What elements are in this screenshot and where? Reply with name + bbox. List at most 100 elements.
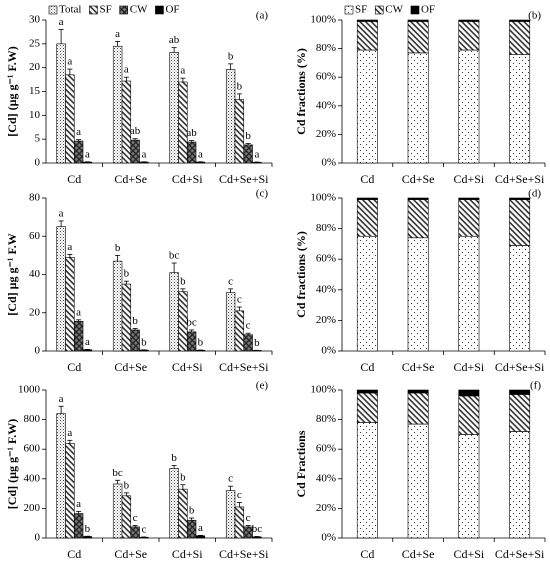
x-tick-label: Cd+Se <box>402 360 435 374</box>
bar-segment <box>509 199 531 246</box>
bar <box>225 490 236 539</box>
x-tick-label: Cd <box>360 547 374 561</box>
bar-segment <box>509 389 531 395</box>
y-tick-label: 5 <box>35 133 41 145</box>
significance-label: b <box>180 275 186 287</box>
significance-label: c <box>237 294 242 306</box>
bar-segment <box>356 21 378 51</box>
significance-label: b <box>180 471 186 483</box>
significance-label: bc <box>186 316 197 328</box>
bar <box>234 99 245 164</box>
significance-label: b <box>198 337 204 349</box>
y-axis-label: [Cd] (µg g⁻¹ F.W) <box>5 46 19 136</box>
legend-swatch <box>89 5 98 15</box>
y-axis-label: [Cd] µg g⁻¹ F.W <box>5 233 19 315</box>
y-tick-label: 20 <box>29 61 41 73</box>
bar-segment <box>407 52 429 164</box>
y-tick-label: 40 <box>29 268 41 280</box>
y-tick-label: 40% <box>316 472 336 484</box>
legend-swatch <box>344 5 354 15</box>
bar-segment <box>509 431 531 539</box>
significance-label: bc <box>169 250 180 262</box>
bar <box>82 536 93 539</box>
x-tick-label: Cd <box>67 360 81 374</box>
significance-label: b <box>115 242 121 254</box>
significance-label: a <box>198 148 203 160</box>
legend-swatch <box>374 5 384 15</box>
significance-label: a <box>67 427 72 439</box>
significance-label: a <box>59 16 64 28</box>
bar-segment <box>407 423 429 539</box>
y-tick-label: 80% <box>316 42 336 54</box>
bar <box>195 535 206 539</box>
bar-segment <box>356 389 378 394</box>
legend-swatch <box>155 5 164 15</box>
y-tick-label: 1000 <box>18 384 41 396</box>
y-tick-label: 80% <box>316 413 336 425</box>
x-tick-label: Cd <box>360 360 374 374</box>
x-tick-label: Cd+Se+Si <box>219 547 269 561</box>
y-tick-label: 600 <box>24 443 41 455</box>
significance-label: a <box>198 522 203 534</box>
significance-label: b <box>124 268 130 280</box>
y-axis-label: Cd fractions (%) <box>294 231 308 318</box>
legend-label: OF <box>165 4 179 16</box>
significance-label: a <box>76 306 81 318</box>
y-tick-label: 100% <box>310 384 336 396</box>
legend-label: SF <box>355 4 367 16</box>
y-tick-label: 20% <box>316 314 336 326</box>
bar <box>169 468 179 539</box>
significance-label: c <box>246 512 251 524</box>
bar-segment <box>458 21 480 51</box>
bar <box>252 536 262 539</box>
bar <box>243 334 253 352</box>
y-tick-label: 800 <box>24 413 41 425</box>
panel-label: (c) <box>256 188 269 200</box>
bar <box>73 140 84 164</box>
x-tick-label: Cd+Se <box>402 547 435 561</box>
x-tick-label: Cd+Se <box>114 547 147 561</box>
x-tick-label: Cd+Si <box>453 172 484 186</box>
x-tick-label: Cd+Se <box>402 172 435 186</box>
bar-segment <box>458 197 480 200</box>
significance-label: b <box>245 130 251 142</box>
significance-label: c <box>246 320 251 332</box>
bar <box>169 52 179 164</box>
bar <box>121 495 132 539</box>
bar-segment <box>407 392 429 425</box>
bar <box>130 526 140 539</box>
significance-label: a <box>76 498 81 510</box>
bar <box>56 43 66 164</box>
bar-segment <box>356 19 378 22</box>
legend-swatch <box>48 5 58 15</box>
y-tick-label: 40% <box>316 283 336 295</box>
bar-segment <box>407 21 429 54</box>
legend-label: CW <box>130 4 148 16</box>
x-tick-label: Cd <box>67 172 81 186</box>
bar <box>225 292 236 352</box>
significance-label: b <box>141 336 147 348</box>
significance-label: b <box>189 505 195 517</box>
bar <box>112 45 123 164</box>
bar <box>65 442 75 539</box>
legend-label: SF <box>99 4 111 16</box>
bar <box>225 69 236 164</box>
x-tick-label: Cd <box>360 172 374 186</box>
y-tick-label: 0 <box>35 157 41 169</box>
bar <box>243 144 253 164</box>
y-tick-label: 20% <box>316 502 336 514</box>
y-tick-label: 30 <box>29 14 41 26</box>
panel-label: (a) <box>256 10 269 22</box>
bar-segment <box>458 235 480 352</box>
bar <box>234 506 245 539</box>
significance-label: a <box>254 149 259 161</box>
bar-segment <box>458 199 480 237</box>
x-tick-label: Cd+Se <box>114 360 147 374</box>
bar-segment <box>407 197 429 200</box>
significance-label: b <box>171 452 177 464</box>
y-axis-label: Cd fractions (%) <box>294 48 308 135</box>
legend-label: CW <box>385 4 403 16</box>
significance-label: a <box>180 65 185 77</box>
bar-segment <box>356 392 378 423</box>
y-tick-label: 100% <box>310 192 336 204</box>
